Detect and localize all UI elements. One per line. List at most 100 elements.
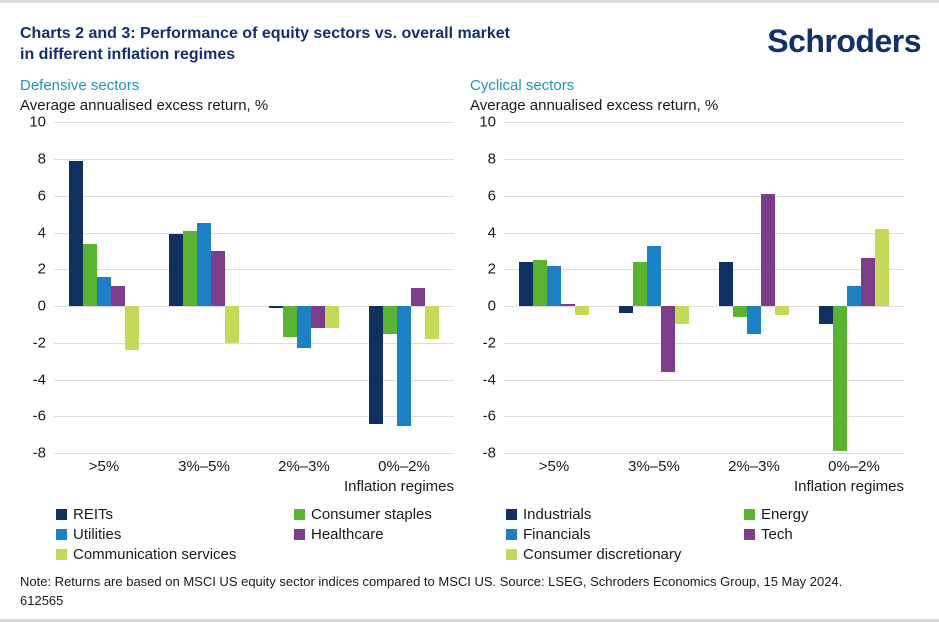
gridline-y--8 xyxy=(504,453,904,455)
chart-title: Cyclical sectors xyxy=(470,77,575,95)
legend-label-consumer-discretionary: Consumer discretionary xyxy=(523,546,682,564)
legend-swatch-tech xyxy=(744,529,755,541)
y-tick-label--2: -2 xyxy=(482,334,496,352)
legend-item-financials: Financials xyxy=(506,526,744,543)
defensive-sectors-chart: Defensive sectors Average annualised exc… xyxy=(20,77,454,563)
bar-utilities-0-2 xyxy=(397,306,411,426)
bar-consumer-discretionary-3-5 xyxy=(675,306,689,325)
y-tick-label-10: 10 xyxy=(479,113,496,131)
bar-industrials-0-2 xyxy=(819,306,833,325)
gridline-y-10 xyxy=(504,122,904,124)
bar-financials-2-3 xyxy=(747,306,761,334)
page-title-line1: Charts 2 and 3: Performance of equity se… xyxy=(20,25,510,42)
bar-consumer-staples-3-5 xyxy=(183,230,197,307)
bar-energy-3-5 xyxy=(633,261,647,307)
x-tick-label-2-3: 2%–3% xyxy=(728,458,780,476)
legend-label-tech: Tech xyxy=(761,526,793,544)
bar-healthcare-5 xyxy=(111,285,125,307)
gridline-y-0 xyxy=(504,306,904,308)
gridline-y--8 xyxy=(54,453,454,455)
legend-item-communication-services: Communication services xyxy=(56,546,294,563)
y-tick-label--4: -4 xyxy=(482,371,496,389)
legend-label-financials: Financials xyxy=(523,526,591,544)
legend-swatch-consumer-discretionary xyxy=(506,549,517,561)
bar-reits-0-2 xyxy=(369,306,383,424)
x-tick-label-5: >5% xyxy=(88,458,120,476)
x-axis-title: Inflation regimes xyxy=(343,478,454,496)
legend-label-healthcare: Healthcare xyxy=(311,526,384,544)
x-axis: >5% 3%–5% 2%–3% 0%–2% xyxy=(54,458,454,475)
gridline-y-6 xyxy=(504,195,904,197)
legend-item-tech: Tech xyxy=(744,526,904,543)
y-tick-label-8: 8 xyxy=(37,150,46,168)
bar-consumer-staples-5 xyxy=(83,243,97,307)
bar-healthcare-0-2 xyxy=(411,287,425,307)
y-tick-label-6: 6 xyxy=(487,187,496,205)
y-tick-label-6: 6 xyxy=(37,187,46,205)
gridline-y--4 xyxy=(54,379,454,381)
chart-title: Defensive sectors xyxy=(20,77,140,95)
x-axis: >5% 3%–5% 2%–3% 0%–2% xyxy=(504,458,904,475)
bar-tech-2-3 xyxy=(761,193,775,307)
legend-item-consumer-staples: Consumer staples xyxy=(294,506,454,523)
y-tick-label-2: 2 xyxy=(37,260,46,278)
legend-item-industrials: Industrials xyxy=(506,506,744,523)
footnote-line1: Note: Returns are based on MSCI US equit… xyxy=(20,574,843,590)
legend-swatch-utilities xyxy=(56,529,67,541)
bar-consumer-discretionary-0-2 xyxy=(875,228,889,307)
gridline-y-2 xyxy=(504,269,904,271)
gridline-y-6 xyxy=(54,195,454,197)
bar-financials-0-2 xyxy=(847,285,861,307)
legend-label-communication-services: Communication services xyxy=(73,546,237,564)
legend-swatch-financials xyxy=(506,529,517,541)
y-tick-label--6: -6 xyxy=(482,407,496,425)
y-tick-label--8: -8 xyxy=(482,444,496,462)
y-tick-label--6: -6 xyxy=(32,407,46,425)
gridline-y--6 xyxy=(504,416,904,418)
chart-area: 10 8 6 4 2 0 -2 -4 -6 -8 xyxy=(470,114,904,462)
gridline-y--4 xyxy=(504,379,904,381)
bar-consumer-staples-2-3 xyxy=(283,306,297,338)
x-tick-label-0-2: 0%–2% xyxy=(828,458,880,476)
legend-label-industrials: Industrials xyxy=(523,506,592,524)
bar-energy-2-3 xyxy=(733,306,747,318)
bar-financials-5 xyxy=(547,265,561,307)
bar-communication-services-3-5 xyxy=(225,306,239,343)
legend-swatch-energy xyxy=(744,509,755,521)
y-tick-label-0: 0 xyxy=(37,297,46,315)
cyclical-sectors-chart: Cyclical sectors Average annualised exce… xyxy=(470,77,904,563)
bar-industrials-5 xyxy=(519,261,533,307)
y-axis-unit-label: Average annualised excess return, % xyxy=(470,97,719,115)
legend-label-consumer-staples: Consumer staples xyxy=(311,506,432,524)
y-tick-label-4: 4 xyxy=(37,224,46,242)
gridline-y--2 xyxy=(54,342,454,344)
legend-label-utilities: Utilities xyxy=(73,526,122,544)
bar-consumer-discretionary-5 xyxy=(575,306,589,316)
bar-healthcare-3-5 xyxy=(211,250,225,307)
legend-swatch-communication-services xyxy=(56,549,67,561)
legend-item-utilities: Utilities xyxy=(56,526,294,543)
header: Charts 2 and 3: Performance of equity se… xyxy=(20,23,921,65)
y-tick-label-2: 2 xyxy=(487,260,496,278)
plot-area xyxy=(504,122,904,455)
bar-industrials-3-5 xyxy=(619,306,633,314)
gridline-y--6 xyxy=(54,416,454,418)
legend: REITs Consumer staples Utilities Healthcare… xyxy=(56,506,454,563)
gridline-y-4 xyxy=(504,232,904,234)
x-tick-label-0-2: 0%–2% xyxy=(378,458,430,476)
charts-row: Defensive sectors Average annualised exc… xyxy=(20,77,921,563)
bar-energy-0-2 xyxy=(833,306,847,452)
gridline-y-0 xyxy=(54,306,454,308)
plot-area xyxy=(54,122,454,455)
page-title-line2: in different inflation regimes xyxy=(20,46,236,64)
gridline-y--2 xyxy=(504,342,904,344)
y-tick-label-10: 10 xyxy=(29,113,46,131)
bar-utilities-2-3 xyxy=(297,306,311,349)
legend-swatch-consumer-staples xyxy=(294,509,305,521)
bar-energy-5 xyxy=(533,260,547,307)
legend-swatch-healthcare xyxy=(294,529,305,541)
y-tick-label-8: 8 xyxy=(487,150,496,168)
x-tick-label-3-5: 3%–5% xyxy=(628,458,680,476)
gridline-y-8 xyxy=(54,158,454,160)
x-tick-label-3-5: 3%–5% xyxy=(178,458,230,476)
